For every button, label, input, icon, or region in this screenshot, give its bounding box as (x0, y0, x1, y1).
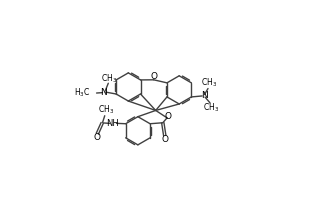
Text: O: O (161, 135, 168, 144)
Text: CH$_3$: CH$_3$ (201, 77, 217, 89)
Text: CH$_3$: CH$_3$ (98, 104, 114, 116)
Text: NH: NH (107, 119, 119, 128)
Text: N: N (201, 91, 207, 100)
Text: H$_3$C: H$_3$C (74, 87, 91, 99)
Text: CH$_3$: CH$_3$ (203, 101, 219, 114)
Text: O: O (94, 133, 101, 142)
Text: CH$_3$: CH$_3$ (101, 72, 117, 85)
Text: O: O (164, 112, 171, 121)
Text: N: N (100, 87, 107, 97)
Text: O: O (150, 72, 157, 81)
